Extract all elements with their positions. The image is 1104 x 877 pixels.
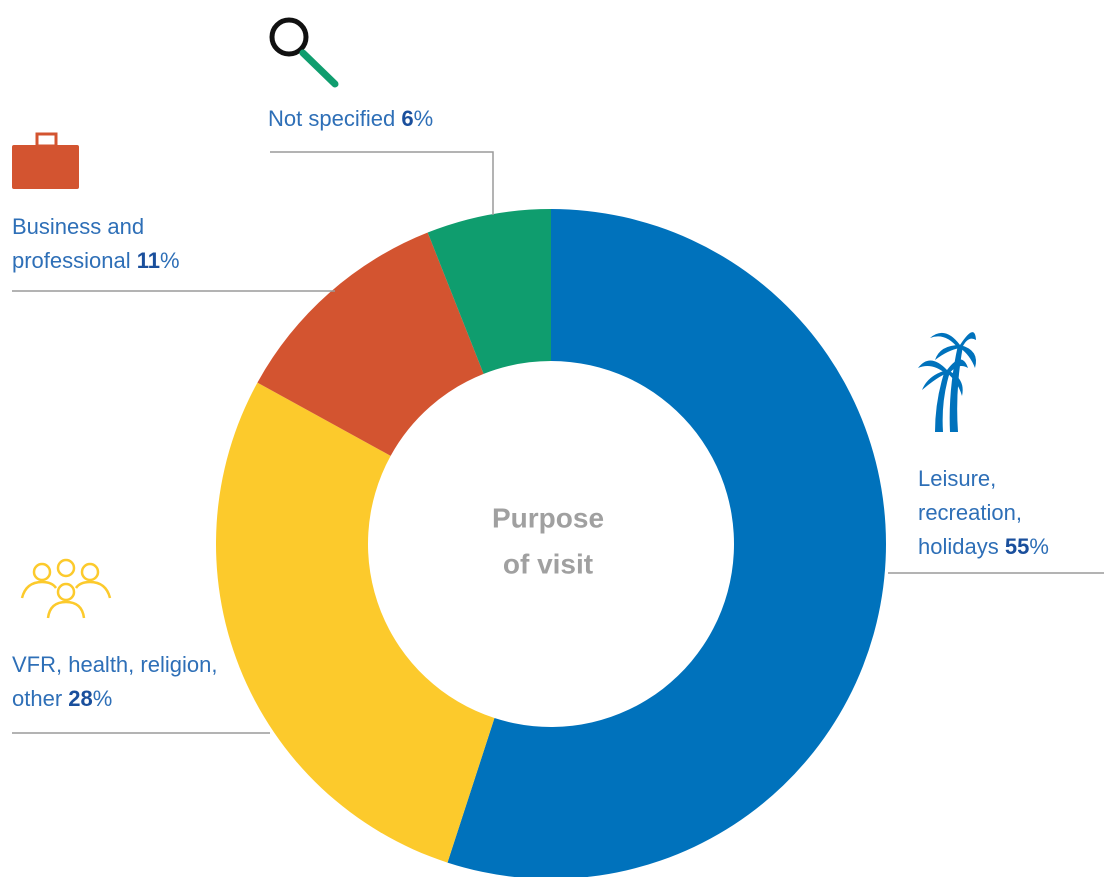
value-unit: % <box>92 686 113 711</box>
donut <box>215 209 886 877</box>
donut-segment <box>447 209 886 877</box>
category-label: VFR, health, religion, other <box>12 652 218 711</box>
segment-label: Not specified 6% <box>268 102 668 136</box>
center-label: of visit <box>503 548 593 579</box>
people-icon <box>20 558 112 619</box>
value-unit: % <box>1029 534 1049 559</box>
value-label: 55% <box>1005 534 1049 559</box>
donut-segment <box>257 232 484 456</box>
segment-label: VFR, health, religion, other 28% <box>12 648 222 716</box>
magnifier-icon <box>269 17 339 88</box>
category-label: Business and professional <box>12 214 145 273</box>
value-unit: % <box>413 106 434 131</box>
palm-icon <box>918 332 976 432</box>
value-number: 55 <box>1004 534 1030 559</box>
category-label: Not specified <box>268 106 396 131</box>
leader-line <box>270 151 494 215</box>
donut-segment <box>427 209 551 374</box>
donut-segment <box>215 382 495 863</box>
center-label: Purpose <box>492 502 604 533</box>
value-number: 11 <box>136 248 161 273</box>
value-label: 28% <box>68 686 112 711</box>
segment-label: Leisure, recreation, holidays 55% <box>918 462 1068 564</box>
value-label: 6% <box>401 106 433 131</box>
category-label: Leisure, recreation, holidays <box>918 466 1022 559</box>
value-number: 28 <box>68 686 93 711</box>
value-number: 6 <box>401 106 414 131</box>
briefcase-icon <box>12 132 79 189</box>
segment-label: Business and professional 11% <box>12 210 227 278</box>
value-unit: % <box>160 248 180 273</box>
value-label: 11% <box>137 248 180 273</box>
